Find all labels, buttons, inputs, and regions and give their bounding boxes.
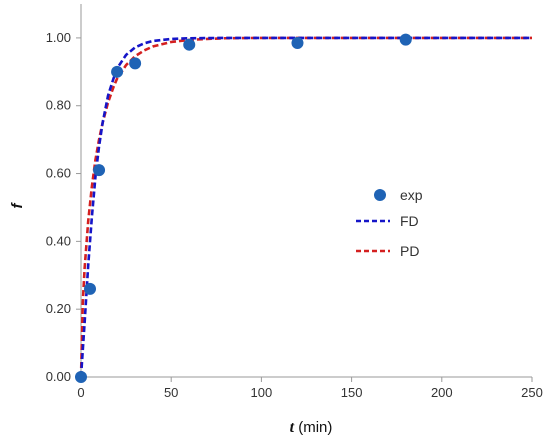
- y-tick-label: 1.00: [46, 30, 71, 45]
- x-tick-label: 150: [341, 385, 363, 400]
- data-point-exp: [84, 282, 97, 295]
- x-tick-label: 0: [77, 385, 84, 400]
- series-line-pd: [79, 36, 532, 378]
- y-tick-label: 0.40: [46, 233, 71, 248]
- series-line-fd: [79, 36, 532, 378]
- x-axis-title-variable: t: [290, 419, 295, 436]
- y-tick-labels: 0.00 0.20 0.40 0.60 0.80 1.00: [46, 30, 81, 384]
- y-tick-label: 0.00: [46, 369, 71, 384]
- x-tick-label: 200: [431, 385, 453, 400]
- y-tick-label: 0.20: [46, 301, 71, 316]
- data-point-exp: [291, 36, 304, 49]
- legend-label-exp: exp: [400, 187, 423, 203]
- data-point-exp: [399, 33, 412, 46]
- x-tick-label: 50: [164, 385, 178, 400]
- x-tick-label: 250: [521, 385, 543, 400]
- data-point-exp: [183, 38, 196, 51]
- y-axis-title: f: [9, 202, 26, 209]
- series-layer: [75, 33, 532, 383]
- legend-label-fd: FD: [400, 213, 419, 229]
- data-point-exp: [129, 57, 142, 70]
- x-axis-title: t (min): [290, 419, 333, 436]
- x-tick-labels: 0 50 100 150 200 250: [77, 377, 543, 400]
- data-point-exp: [111, 65, 124, 78]
- y-tick-label: 0.80: [46, 98, 71, 113]
- data-point-exp: [75, 371, 87, 383]
- legend-marker-exp: [374, 189, 386, 201]
- x-tick-label: 100: [251, 385, 273, 400]
- y-tick-label: 0.60: [46, 166, 71, 181]
- data-point-exp: [93, 164, 106, 177]
- x-axis-title-unit: (min): [294, 419, 332, 436]
- legend-label-pd: PD: [400, 243, 419, 259]
- legend: exp FD PD: [356, 187, 423, 259]
